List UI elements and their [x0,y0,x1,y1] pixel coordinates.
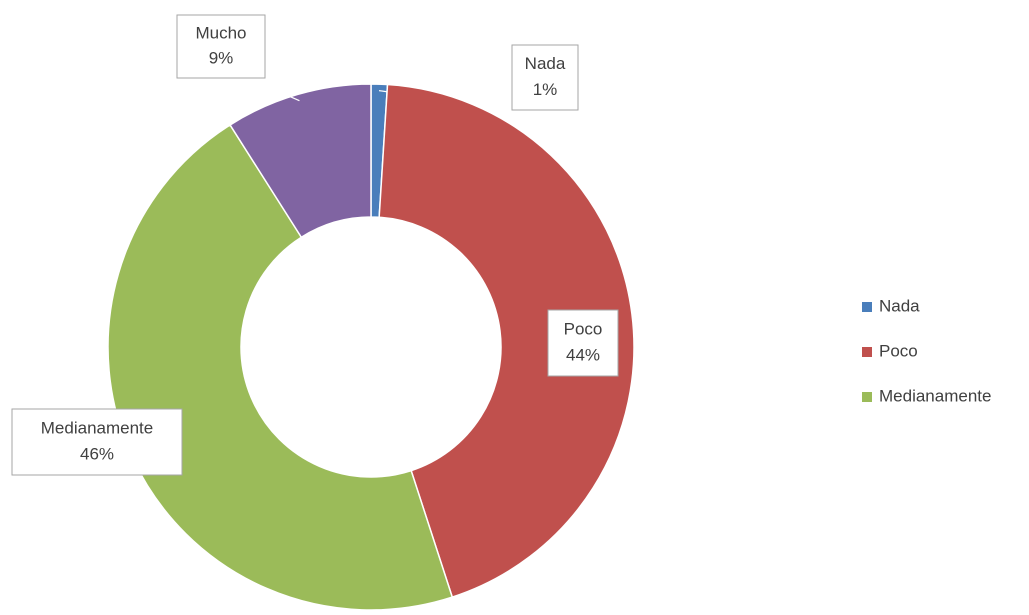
legend-swatch [862,347,872,357]
donut-slice [378,83,635,599]
legend-label: Medianamente [879,386,991,405]
data-label-name: Medianamente [41,418,153,437]
donut-slice [107,123,454,611]
donut-slice [229,83,372,239]
legend-label: Poco [879,341,918,360]
legend-swatch [862,392,872,402]
data-label-name: Nada [525,54,566,73]
data-label: 1% [533,80,558,99]
data-label: 9% [209,49,234,68]
data-label: 46% [80,445,114,464]
label-box [547,309,619,377]
label-box [511,44,579,111]
legend-swatch [862,302,872,312]
label-box [11,408,183,476]
leader-line [247,77,300,102]
legend-label: Nada [879,296,920,315]
label-box [176,14,266,79]
data-label-name: Mucho [195,23,246,42]
data-label: 44% [566,346,600,365]
data-label-name: Poco [564,319,603,338]
